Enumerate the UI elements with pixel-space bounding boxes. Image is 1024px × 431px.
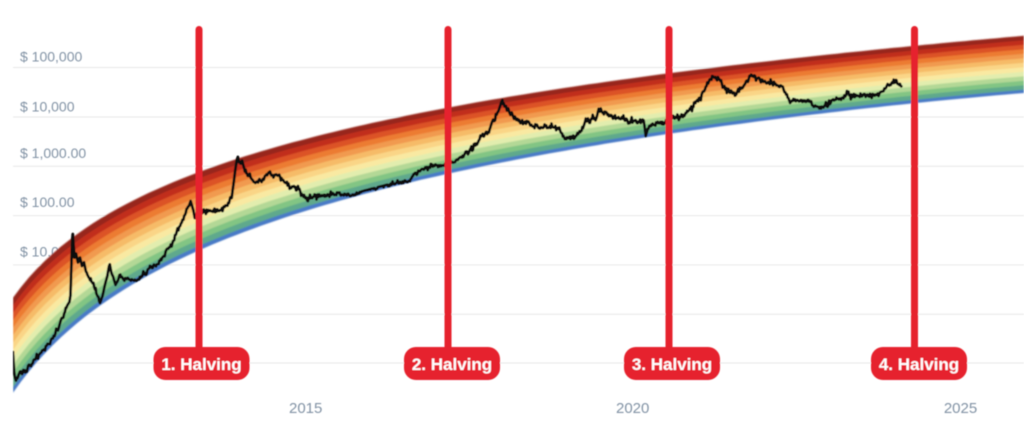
svg-text:$ 100.00: $ 100.00 [20,194,75,210]
svg-text:2015: 2015 [289,400,322,417]
svg-text:1. Halving: 1. Halving [161,355,241,374]
svg-text:4. Halving: 4. Halving [879,355,959,374]
svg-text:2. Halving: 2. Halving [412,355,492,374]
svg-text:2020: 2020 [616,400,649,417]
svg-text:$ 100,000: $ 100,000 [20,49,82,65]
svg-text:$ 10,000: $ 10,000 [20,98,75,114]
svg-text:$ 1,000.00: $ 1,000.00 [20,145,86,161]
svg-text:2025: 2025 [944,400,977,417]
svg-text:3. Halving: 3. Halving [632,355,712,374]
